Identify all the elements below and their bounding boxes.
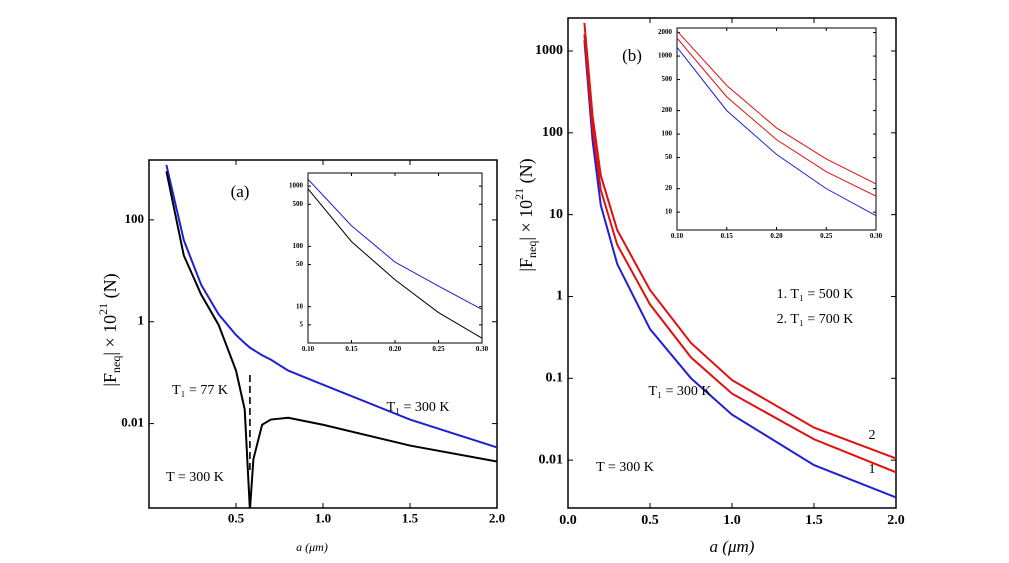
- annotation: (b): [622, 46, 642, 65]
- y-tick-label: 500: [293, 200, 304, 208]
- curve: [165, 171, 497, 508]
- curve: [583, 34, 896, 474]
- x-tick-label: 0.5: [641, 513, 659, 528]
- y-axis-label-part: (N): [516, 158, 537, 188]
- plot-frame: [307, 172, 483, 344]
- y-tick-label: 1: [556, 289, 563, 304]
- curve-label: 1: [869, 462, 876, 477]
- y-axis-label-part: |F: [516, 258, 536, 272]
- curve: [677, 46, 876, 217]
- x-tick-label: 1.0: [723, 513, 741, 528]
- annotation: 2. T₁ = 700 K: [777, 312, 854, 327]
- x-tick-label: 1.5: [805, 513, 823, 528]
- y-tick-label: 100: [542, 125, 563, 140]
- y-tick-label: 0.01: [539, 452, 564, 467]
- x-tick-label: 0.20: [770, 232, 783, 240]
- y-tick-label: 200: [662, 106, 673, 114]
- y-axis-label-part: |F: [100, 373, 120, 387]
- y-tick-label: 10: [549, 207, 563, 222]
- x-tick-label: 0.30: [870, 232, 883, 240]
- y-axis-label-part: (N): [100, 273, 121, 303]
- y-tick-label: 100: [662, 130, 673, 138]
- annotation: 1. T₁ = 500 K: [777, 287, 854, 302]
- curve-label: T₁ = 300 K: [649, 384, 712, 399]
- x-tick-label: 0.25: [820, 232, 833, 240]
- x-tick-label: 2.0: [887, 513, 905, 528]
- curve: [165, 164, 497, 449]
- x-tick-label: 0.30: [476, 345, 489, 353]
- x-tick-label: 0.20: [389, 345, 402, 353]
- x-axis-label: a (μm): [296, 540, 328, 554]
- y-axis-label-part: | × 10: [516, 200, 536, 241]
- y-tick-label: 50: [296, 260, 304, 268]
- y-axis-label-part: 21: [512, 188, 526, 200]
- y-tick-label: 0.01: [121, 415, 144, 430]
- x-tick-label: 1.0: [315, 511, 331, 526]
- y-tick-label: 100: [293, 242, 304, 250]
- x-tick-label: 0.10: [302, 345, 315, 353]
- y-tick-label: 1: [138, 313, 145, 328]
- y-tick-label: 1000: [289, 182, 304, 190]
- x-tick-label: 0.5: [228, 511, 245, 526]
- y-tick-label: 1000: [535, 43, 563, 58]
- x-tick-label: 0.0: [559, 513, 577, 528]
- y-tick-label: 500: [662, 75, 673, 83]
- x-tick-label: 0.25: [432, 345, 445, 353]
- y-tick-label: 20: [665, 184, 673, 192]
- y-tick-label: 100: [125, 211, 145, 226]
- x-tick-label: 0.15: [721, 232, 734, 240]
- annotation: (a): [231, 182, 250, 201]
- y-tick-label: 10: [665, 208, 673, 216]
- plot-frame: [676, 27, 877, 231]
- y-tick-label: 50: [665, 153, 673, 161]
- y-axis-label: |Fneq| × 1021 (N): [96, 273, 123, 386]
- x-tick-label: 0.10: [671, 232, 684, 240]
- curve-label: T₁ = 77 K: [172, 383, 228, 398]
- x-tick-label: 2.0: [489, 511, 505, 526]
- annotation: T = 300 K: [166, 470, 224, 485]
- y-axis-label: |Fneq| × 1021 (N): [512, 158, 539, 271]
- x-tick-label: 1.5: [402, 511, 419, 526]
- x-axis-label: a (μm): [710, 537, 755, 556]
- y-axis-label-part: neq: [109, 356, 123, 373]
- y-axis-label-part: neq: [525, 241, 539, 258]
- curve-label: T₁ = 300 K: [387, 400, 450, 415]
- curve-label: 2: [869, 428, 876, 443]
- curve: [583, 40, 896, 499]
- y-axis-label-part: | × 10: [100, 315, 120, 356]
- y-tick-label: 0.1: [546, 371, 564, 386]
- curve: [583, 22, 896, 460]
- curve: [308, 188, 482, 339]
- curve: [677, 30, 876, 185]
- x-tick-label: 0.15: [345, 345, 358, 353]
- y-tick-label: 2000: [658, 28, 673, 36]
- y-tick-label: 10: [296, 302, 304, 310]
- y-axis-label-part: 21: [96, 303, 110, 315]
- curve: [677, 37, 876, 197]
- y-tick-label: 5: [300, 320, 304, 328]
- y-tick-label: 1000: [658, 52, 673, 60]
- annotation: T = 300 K: [596, 460, 654, 475]
- curve: [308, 178, 482, 310]
